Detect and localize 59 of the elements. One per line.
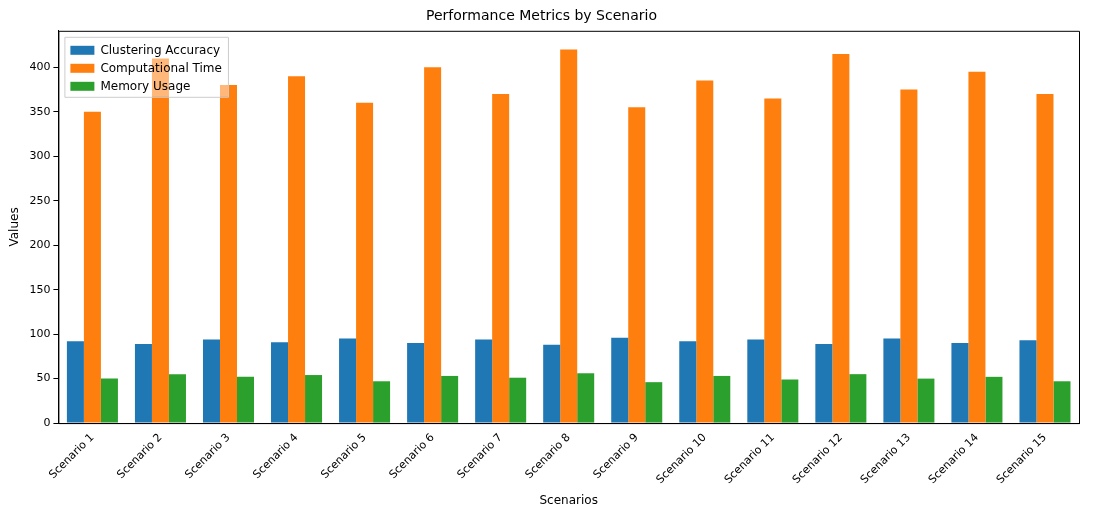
bar xyxy=(509,377,527,423)
bar xyxy=(441,375,459,423)
bar xyxy=(985,376,1003,423)
bar xyxy=(696,80,714,423)
bar xyxy=(679,341,697,423)
bar xyxy=(475,339,493,423)
bar xyxy=(339,338,357,423)
x-axis-title: Scenarios xyxy=(539,492,598,507)
bar xyxy=(577,373,595,423)
bar xyxy=(832,53,850,423)
y-tick-label: 100 xyxy=(29,326,51,340)
bar xyxy=(713,375,731,423)
bar xyxy=(645,382,663,423)
bar xyxy=(951,343,969,423)
y-axis-title: Values xyxy=(7,207,22,247)
chart-title: Performance Metrics by Scenario xyxy=(426,7,657,24)
bar xyxy=(968,71,986,423)
bar xyxy=(1036,93,1054,423)
bar xyxy=(849,374,867,423)
y-tick-label: 0 xyxy=(43,415,51,429)
bar xyxy=(66,341,84,423)
bar xyxy=(543,344,561,423)
legend-label: Memory Usage xyxy=(100,78,191,93)
y-tick-label: 50 xyxy=(36,371,51,385)
legend-label: Computational Time xyxy=(100,60,222,75)
bar xyxy=(373,381,391,423)
y-tick-label: 250 xyxy=(29,193,51,207)
bar xyxy=(237,376,255,423)
bar xyxy=(134,343,152,423)
bar xyxy=(356,102,374,423)
bar xyxy=(424,67,442,423)
bar xyxy=(168,374,186,423)
bar xyxy=(611,337,629,423)
bar xyxy=(1019,340,1037,423)
y-tick-label: 350 xyxy=(29,104,51,118)
bar xyxy=(305,375,323,423)
bar xyxy=(815,343,833,423)
bar xyxy=(202,339,220,423)
bar xyxy=(883,338,901,423)
y-tick-label: 300 xyxy=(29,149,51,163)
bar xyxy=(288,76,306,423)
bar xyxy=(560,49,578,423)
bar xyxy=(219,85,237,423)
y-tick-label: 400 xyxy=(29,60,51,74)
bar xyxy=(407,343,425,423)
bar xyxy=(83,111,101,423)
bar xyxy=(764,98,782,423)
bar xyxy=(492,93,510,423)
bar xyxy=(628,107,646,423)
y-tick-label: 200 xyxy=(29,238,51,252)
legend-label: Clustering Accuracy xyxy=(100,42,221,57)
bar xyxy=(1053,381,1071,423)
y-tick-label: 150 xyxy=(29,282,51,296)
bar xyxy=(781,379,799,423)
bar xyxy=(900,89,918,423)
bar xyxy=(100,378,118,423)
bar xyxy=(747,339,765,423)
bar xyxy=(271,342,289,423)
bar xyxy=(917,378,935,423)
